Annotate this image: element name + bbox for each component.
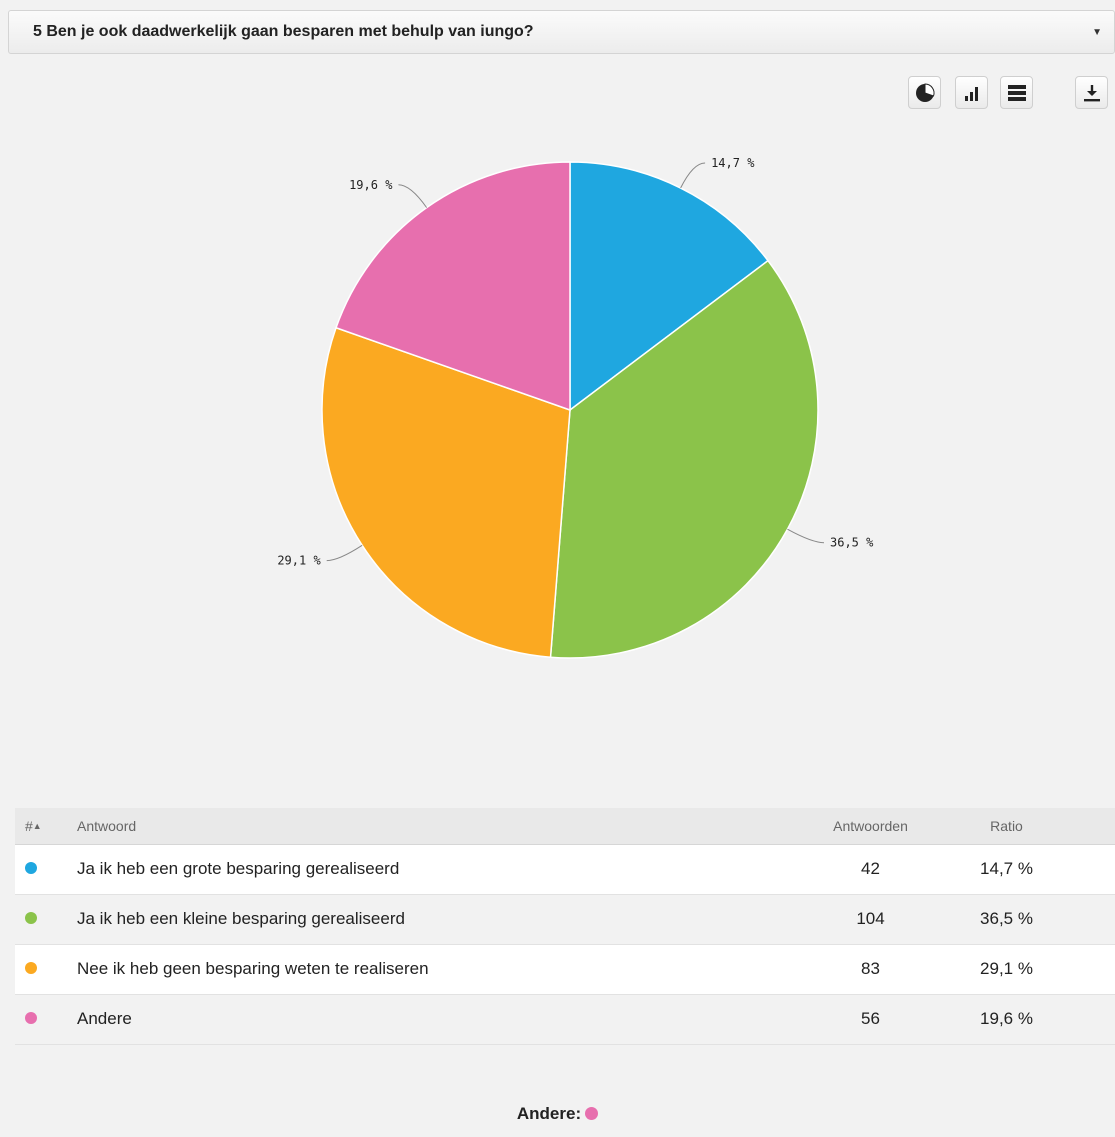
slice-connector bbox=[787, 528, 825, 544]
table-view-button[interactable] bbox=[1000, 76, 1033, 109]
answer-cell: Andere bbox=[61, 994, 793, 1045]
table-row: Andere 56 19,6 % bbox=[15, 994, 1115, 1045]
slice-connector bbox=[326, 544, 363, 562]
legend-dot bbox=[25, 862, 37, 874]
bar-chart-icon bbox=[964, 86, 978, 101]
slice-label: 36,5 % bbox=[830, 536, 874, 550]
pie-chart: 14,7 % 36,5 % 29,1 % 19,6 % bbox=[277, 156, 874, 659]
table-row: Nee ik heb geen besparing weten te reali… bbox=[15, 944, 1115, 995]
pie-slice[interactable] bbox=[321, 326, 571, 659]
other-answers-label[interactable]: Andere: bbox=[0, 1104, 1115, 1124]
other-dot bbox=[585, 1107, 599, 1120]
legend-dot bbox=[25, 1012, 37, 1024]
other-label-text: Andere: bbox=[516, 1104, 582, 1123]
pie-slice[interactable] bbox=[335, 161, 571, 412]
list-icon bbox=[1007, 84, 1026, 101]
ratio-cell: 14,7 % bbox=[948, 844, 1115, 895]
pie-chart-view-button[interactable] bbox=[908, 76, 941, 109]
question-header[interactable]: 5 Ben je ook daadwerkelijk gaan besparen… bbox=[8, 10, 1115, 54]
header-answer[interactable]: Antwoord bbox=[61, 808, 793, 845]
count-cell: 83 bbox=[793, 944, 948, 995]
slice-connector bbox=[398, 184, 428, 208]
sort-up-icon: ▲ bbox=[32, 820, 42, 831]
legend-dot bbox=[25, 962, 37, 974]
caret-down-icon[interactable]: ▼ bbox=[1092, 26, 1102, 38]
legend-dot bbox=[25, 912, 37, 924]
header-count[interactable]: Antwoorden bbox=[793, 808, 948, 845]
header-num[interactable]: #▲ bbox=[15, 808, 61, 845]
ratio-cell: 36,5 % bbox=[948, 894, 1115, 945]
chart-area: 14,7 % 36,5 % 29,1 % 19,6 % bbox=[0, 110, 1115, 790]
ratio-cell: 29,1 % bbox=[948, 944, 1115, 995]
pie-chart-icon bbox=[915, 82, 934, 102]
table-row: Ja ik heb een grote besparing gerealisee… bbox=[15, 844, 1115, 895]
slice-label: 14,7 % bbox=[711, 156, 755, 170]
answer-cell: Ja ik heb een grote besparing gerealisee… bbox=[61, 844, 793, 895]
download-button[interactable] bbox=[1075, 76, 1108, 109]
bar-chart-view-button[interactable] bbox=[955, 76, 988, 109]
count-cell: 42 bbox=[793, 844, 948, 895]
count-cell: 104 bbox=[793, 894, 948, 945]
table-header-row: #▲ Antwoord Antwoorden Ratio bbox=[15, 808, 1115, 845]
chart-toolbar bbox=[0, 76, 1115, 112]
header-ratio[interactable]: Ratio bbox=[948, 808, 1115, 845]
answer-cell: Nee ik heb geen besparing weten te reali… bbox=[61, 944, 793, 995]
download-icon bbox=[1083, 84, 1100, 101]
count-cell: 56 bbox=[793, 994, 948, 1045]
slice-label: 29,1 % bbox=[277, 554, 321, 568]
answer-cell: Ja ik heb een kleine besparing gerealise… bbox=[61, 894, 793, 945]
ratio-cell: 19,6 % bbox=[948, 994, 1115, 1045]
results-table: #▲ Antwoord Antwoorden Ratio Ja ik heb e… bbox=[15, 808, 1115, 1045]
header-num-label: # bbox=[25, 817, 33, 834]
table-row: Ja ik heb een kleine besparing gerealise… bbox=[15, 894, 1115, 945]
slice-connector bbox=[680, 162, 706, 189]
slice-label: 19,6 % bbox=[349, 178, 393, 192]
question-title: 5 Ben je ook daadwerkelijk gaan besparen… bbox=[33, 23, 534, 40]
